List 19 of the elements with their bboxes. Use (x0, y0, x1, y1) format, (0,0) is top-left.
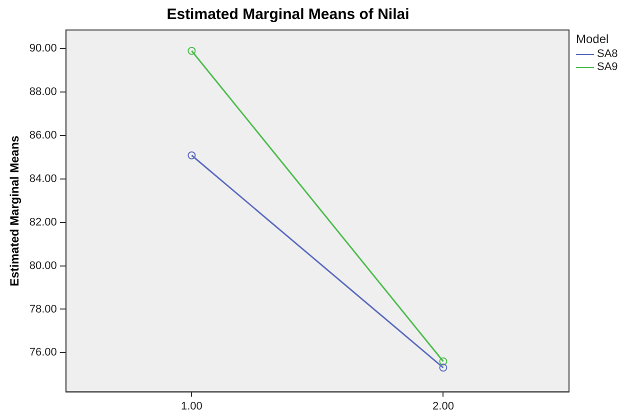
y-tick-label: 88.00 (29, 86, 57, 98)
y-tick-label: 90.00 (29, 42, 57, 54)
legend-label: SA9 (597, 61, 618, 74)
y-tick-label: 86.00 (29, 129, 57, 142)
point (439, 364, 448, 372)
point (439, 357, 448, 366)
x-tick-label: 1.00 (180, 400, 202, 412)
y-tick-label: 80.00 (29, 260, 57, 272)
x-tick-label: 2.00 (432, 400, 454, 412)
chart-title: Estimated Marginal Means of Nilai (166, 6, 410, 24)
y-tick-label: 82.00 (29, 216, 57, 228)
y-axis-title: Estimated Marginal Means (8, 135, 22, 286)
y-tick-label: 84.00 (29, 172, 57, 185)
legend-title: Model (576, 32, 610, 46)
legend-label: SA8 (597, 48, 618, 61)
point (188, 46, 196, 55)
point (188, 151, 196, 160)
y-tick-label: 76.00 (29, 346, 57, 359)
y-tick-label: 78.00 (29, 303, 57, 316)
